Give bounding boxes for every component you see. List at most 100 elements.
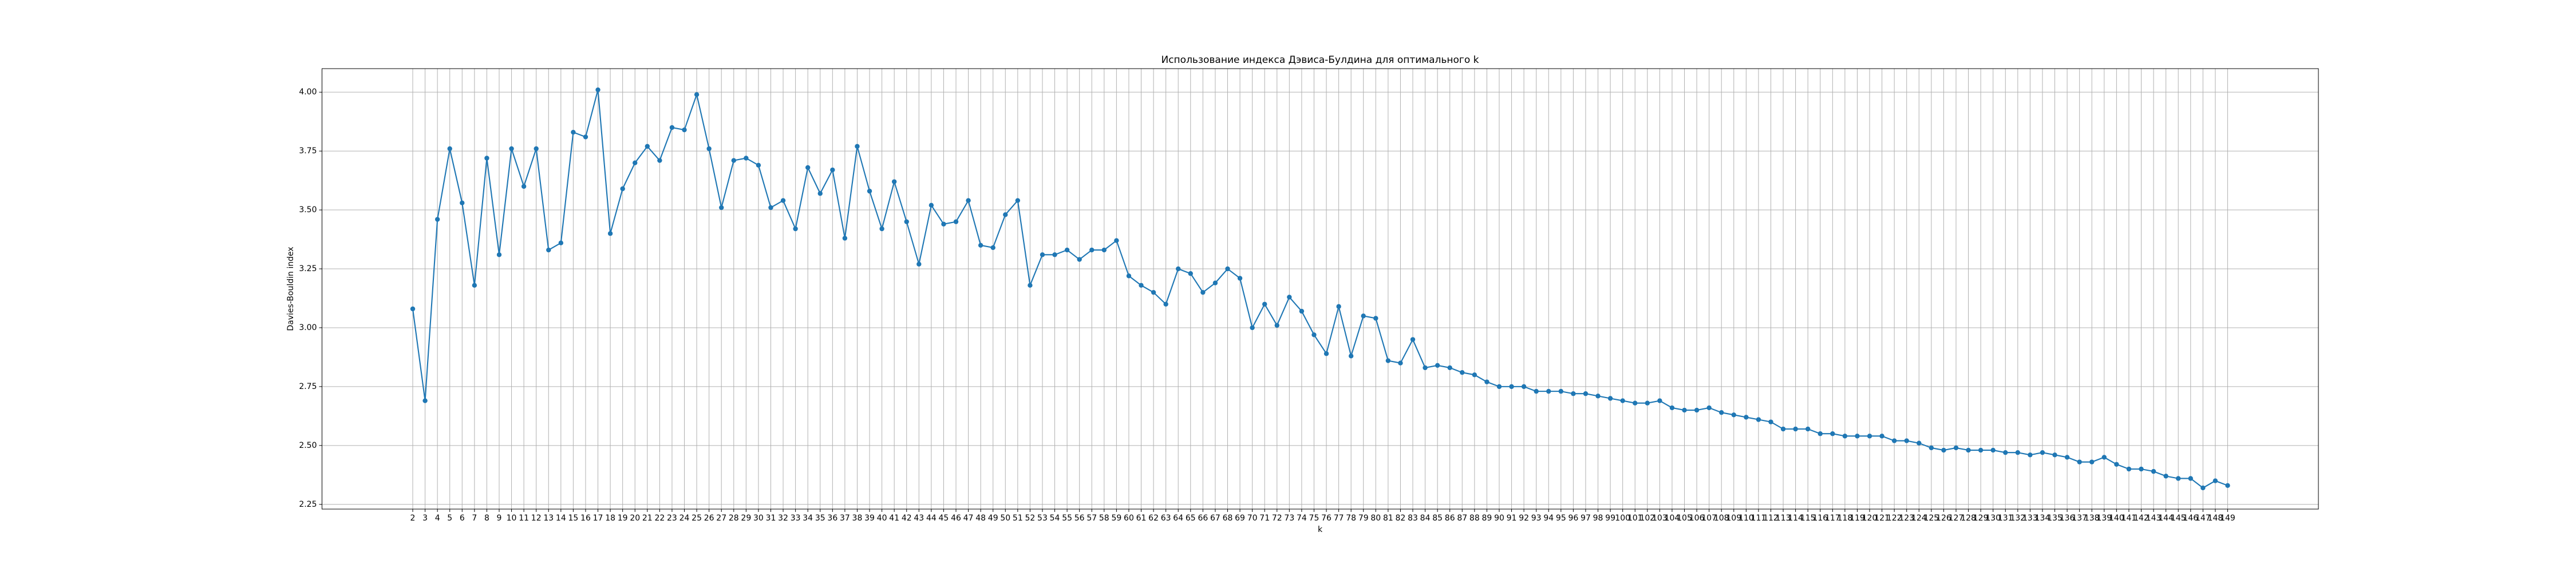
data-point [682, 127, 687, 133]
data-point [1435, 363, 1440, 368]
x-tick-label: 75 [1309, 514, 1319, 523]
x-tick-label: 146 [2183, 514, 2198, 523]
data-point [2200, 485, 2206, 491]
data-point [2151, 468, 2156, 474]
x-tick-label: 119 [1850, 514, 1865, 523]
x-tick-label: 57 [1086, 514, 1097, 523]
data-point [731, 158, 736, 163]
x-tick-label: 74 [1297, 514, 1307, 523]
x-tick-label: 28 [729, 514, 739, 523]
x-tick-label: 135 [2047, 514, 2063, 523]
data-point [1460, 370, 1465, 375]
x-tick-label: 124 [1911, 514, 1927, 523]
data-point [1089, 247, 1095, 253]
y-tick-label: 3.50 [299, 205, 317, 214]
x-tick-label: 91 [1507, 514, 1517, 523]
x-tick-label: 47 [963, 514, 974, 523]
x-tick-label: 123 [1899, 514, 1914, 523]
data-point [1447, 365, 1452, 371]
data-point [953, 219, 959, 224]
data-point [916, 261, 922, 267]
x-tick-label: 82 [1396, 514, 1406, 523]
x-tick-label: 8 [484, 514, 489, 523]
data-point [1657, 398, 1662, 403]
y-tick-label: 3.00 [299, 323, 317, 332]
data-point [422, 398, 428, 403]
data-point [2101, 455, 2107, 460]
data-point [1163, 301, 1168, 307]
data-point [756, 162, 761, 168]
data-point [2126, 466, 2132, 472]
data-point [1151, 289, 1156, 295]
data-point [1410, 337, 1416, 342]
x-tick-label: 18 [605, 514, 615, 523]
x-tick-label: 3 [422, 514, 428, 523]
data-point [1756, 417, 1761, 422]
data-point [534, 146, 539, 152]
data-point [1064, 247, 1070, 253]
x-tick-label: 9 [497, 514, 502, 523]
data-point [1237, 276, 1243, 281]
data-point [1904, 438, 1909, 443]
x-tick-label: 5 [447, 514, 452, 523]
x-tick-label: 145 [2171, 514, 2186, 523]
x-tick-label: 129 [1973, 514, 1989, 523]
x-tick-label: 46 [951, 514, 961, 523]
x-tick-label: 134 [2035, 514, 2050, 523]
x-tick-label: 101 [1627, 514, 1643, 523]
x-tick-label: 131 [1998, 514, 2013, 523]
x-tick-label: 104 [1665, 514, 1680, 523]
x-tick-label: 72 [1272, 514, 1282, 523]
x-tick-label: 11 [519, 514, 529, 523]
data-point [1633, 400, 1638, 406]
x-tick-label: 132 [2010, 514, 2025, 523]
x-tick-label: 17 [593, 514, 603, 523]
data-point [595, 87, 600, 93]
data-point [1842, 434, 1848, 439]
x-tick-label: 148 [2208, 514, 2223, 523]
x-tick-label: 79 [1358, 514, 1369, 523]
data-point [1669, 405, 1675, 411]
x-tick-label: 2 [410, 514, 416, 523]
data-point [1101, 247, 1107, 253]
x-tick-label: 96 [1568, 514, 1578, 523]
data-point [1052, 252, 1057, 257]
x-tick-label: 65 [1186, 514, 1196, 523]
x-tick-label: 68 [1223, 514, 1233, 523]
data-point [1941, 447, 1946, 453]
data-point [2040, 450, 2045, 455]
x-tick-label: 63 [1161, 514, 1171, 523]
x-tick-label: 32 [778, 514, 788, 523]
x-tick-label: 100 [1615, 514, 1630, 523]
x-tick-label: 109 [1726, 514, 1741, 523]
x-tick-label: 38 [852, 514, 863, 523]
data-point [1311, 332, 1317, 337]
y-tick-label: 2.75 [299, 382, 317, 391]
data-point [2139, 466, 2144, 472]
y-tick-label: 2.50 [299, 441, 317, 450]
data-point [719, 205, 724, 210]
x-tick-label: 12 [531, 514, 542, 523]
x-tick-label: 23 [667, 514, 677, 523]
x-tick-label: 108 [1714, 514, 1729, 523]
data-point [1607, 396, 1613, 401]
data-point [1496, 384, 1502, 390]
x-tick-label: 56 [1074, 514, 1085, 523]
x-tick-label: 64 [1173, 514, 1183, 523]
x-tick-label: 106 [1689, 514, 1705, 523]
data-point [2028, 452, 2033, 458]
x-tick-label: 102 [1639, 514, 1655, 523]
x-tick-label: 147 [2195, 514, 2211, 523]
x-tick-label: 94 [1543, 514, 1554, 523]
x-tick-label: 125 [1923, 514, 1939, 523]
x-tick-label: 54 [1050, 514, 1060, 523]
data-point [1706, 405, 1712, 411]
data-point [966, 198, 971, 203]
x-tick-label: 142 [2134, 514, 2149, 523]
data-point [669, 125, 675, 130]
data-point [867, 188, 872, 194]
x-tick-label: 117 [1825, 514, 1840, 523]
data-point [1126, 273, 1132, 279]
data-point [1250, 325, 1255, 331]
x-tick-label: 29 [741, 514, 751, 523]
